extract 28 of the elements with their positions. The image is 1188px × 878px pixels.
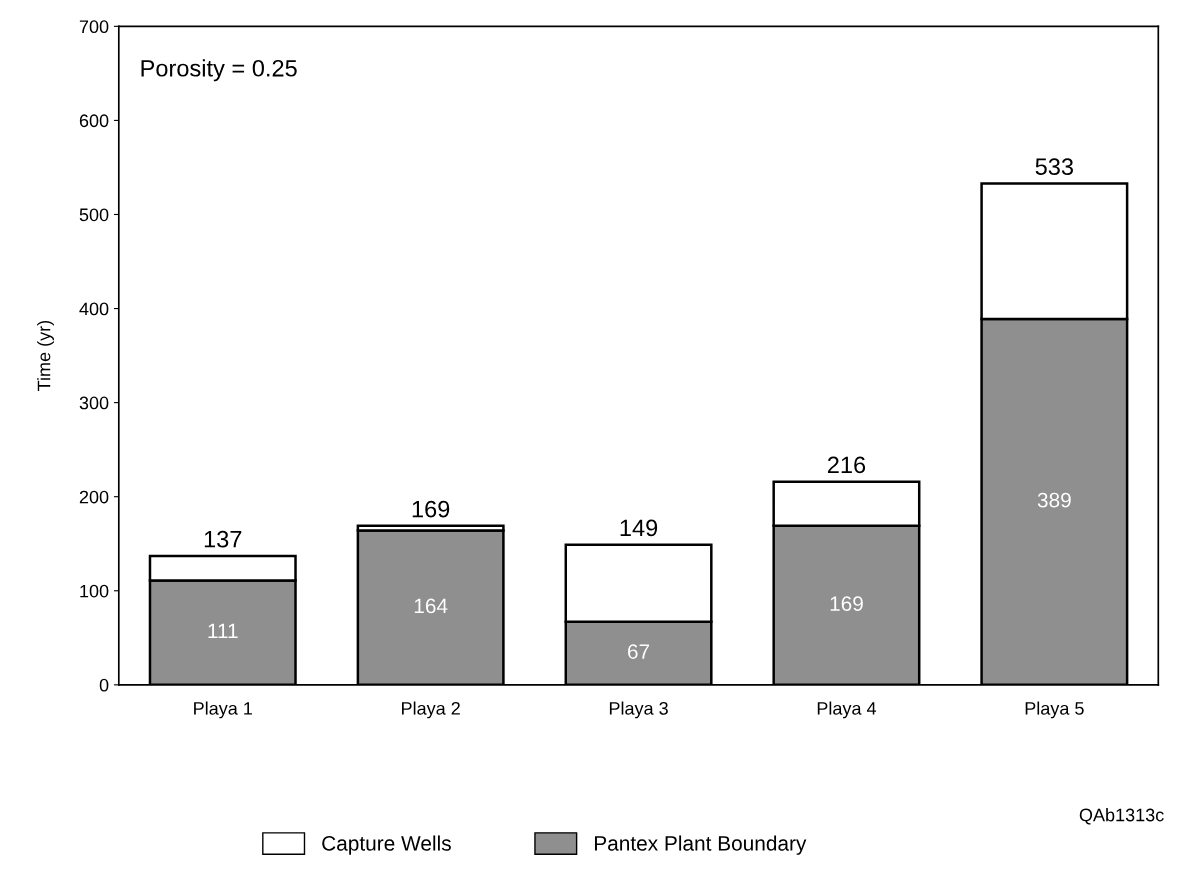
total-label: 533 bbox=[1035, 158, 1074, 176]
y-tick-label: 100 bbox=[80, 584, 109, 598]
x-tick-label: Playa 4 bbox=[817, 701, 877, 719]
data-label: 67 bbox=[628, 644, 650, 659]
total-label: 216 bbox=[827, 456, 866, 474]
data-label: 169 bbox=[830, 596, 863, 611]
annotation: Porosity = 0.25 bbox=[141, 59, 297, 82]
x-tick-label: Playa 3 bbox=[609, 701, 668, 719]
data-label: 111 bbox=[208, 623, 238, 639]
total-label: 137 bbox=[204, 530, 242, 548]
y-tick-label: 300 bbox=[79, 396, 109, 410]
y-tick-label: 200 bbox=[79, 490, 109, 504]
data-label: 389 bbox=[1037, 492, 1071, 508]
x-tick-label: Playa 5 bbox=[1025, 701, 1084, 719]
y-tick-label: 400 bbox=[79, 302, 109, 316]
x-tick-label: Playa 2 bbox=[402, 701, 460, 719]
total-label: 169 bbox=[412, 500, 450, 518]
text: QAb1313c bbox=[1079, 808, 1164, 825]
y-tick-label: 0 bbox=[99, 678, 109, 692]
x-tick-label: Playa 1 bbox=[194, 701, 252, 719]
y-tick-label: 700 bbox=[79, 20, 109, 34]
legend-label: Pantex Plant Boundary bbox=[594, 835, 807, 855]
data-label: 164 bbox=[414, 598, 448, 614]
legend-label: Capture Wells bbox=[322, 835, 451, 855]
y-axis-title: Time (yr) bbox=[37, 320, 54, 391]
total-label: 149 bbox=[620, 519, 658, 537]
y-tick-label: 500 bbox=[79, 208, 109, 222]
y-tick-label: 600 bbox=[79, 114, 109, 128]
